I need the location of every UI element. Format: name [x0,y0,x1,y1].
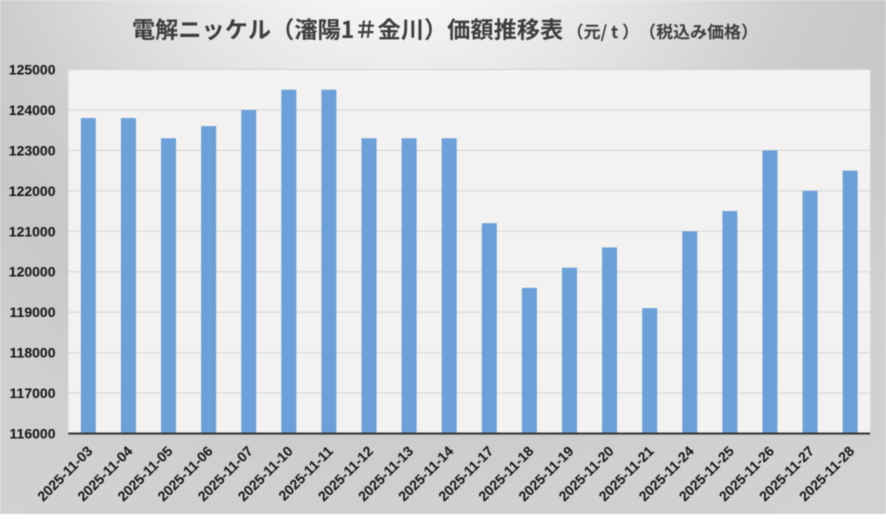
svg-text:120000: 120000 [9,264,56,280]
svg-text:121000: 121000 [9,223,56,239]
svg-text:118000: 118000 [10,345,56,361]
svg-text:119000: 119000 [10,304,56,320]
svg-text:124000: 124000 [9,102,56,118]
svg-text:125000: 125000 [9,62,56,78]
svg-text:122000: 122000 [9,183,56,199]
svg-text:116000: 116000 [10,426,56,442]
svg-text:123000: 123000 [9,142,56,158]
svg-text:117000: 117000 [10,385,56,401]
